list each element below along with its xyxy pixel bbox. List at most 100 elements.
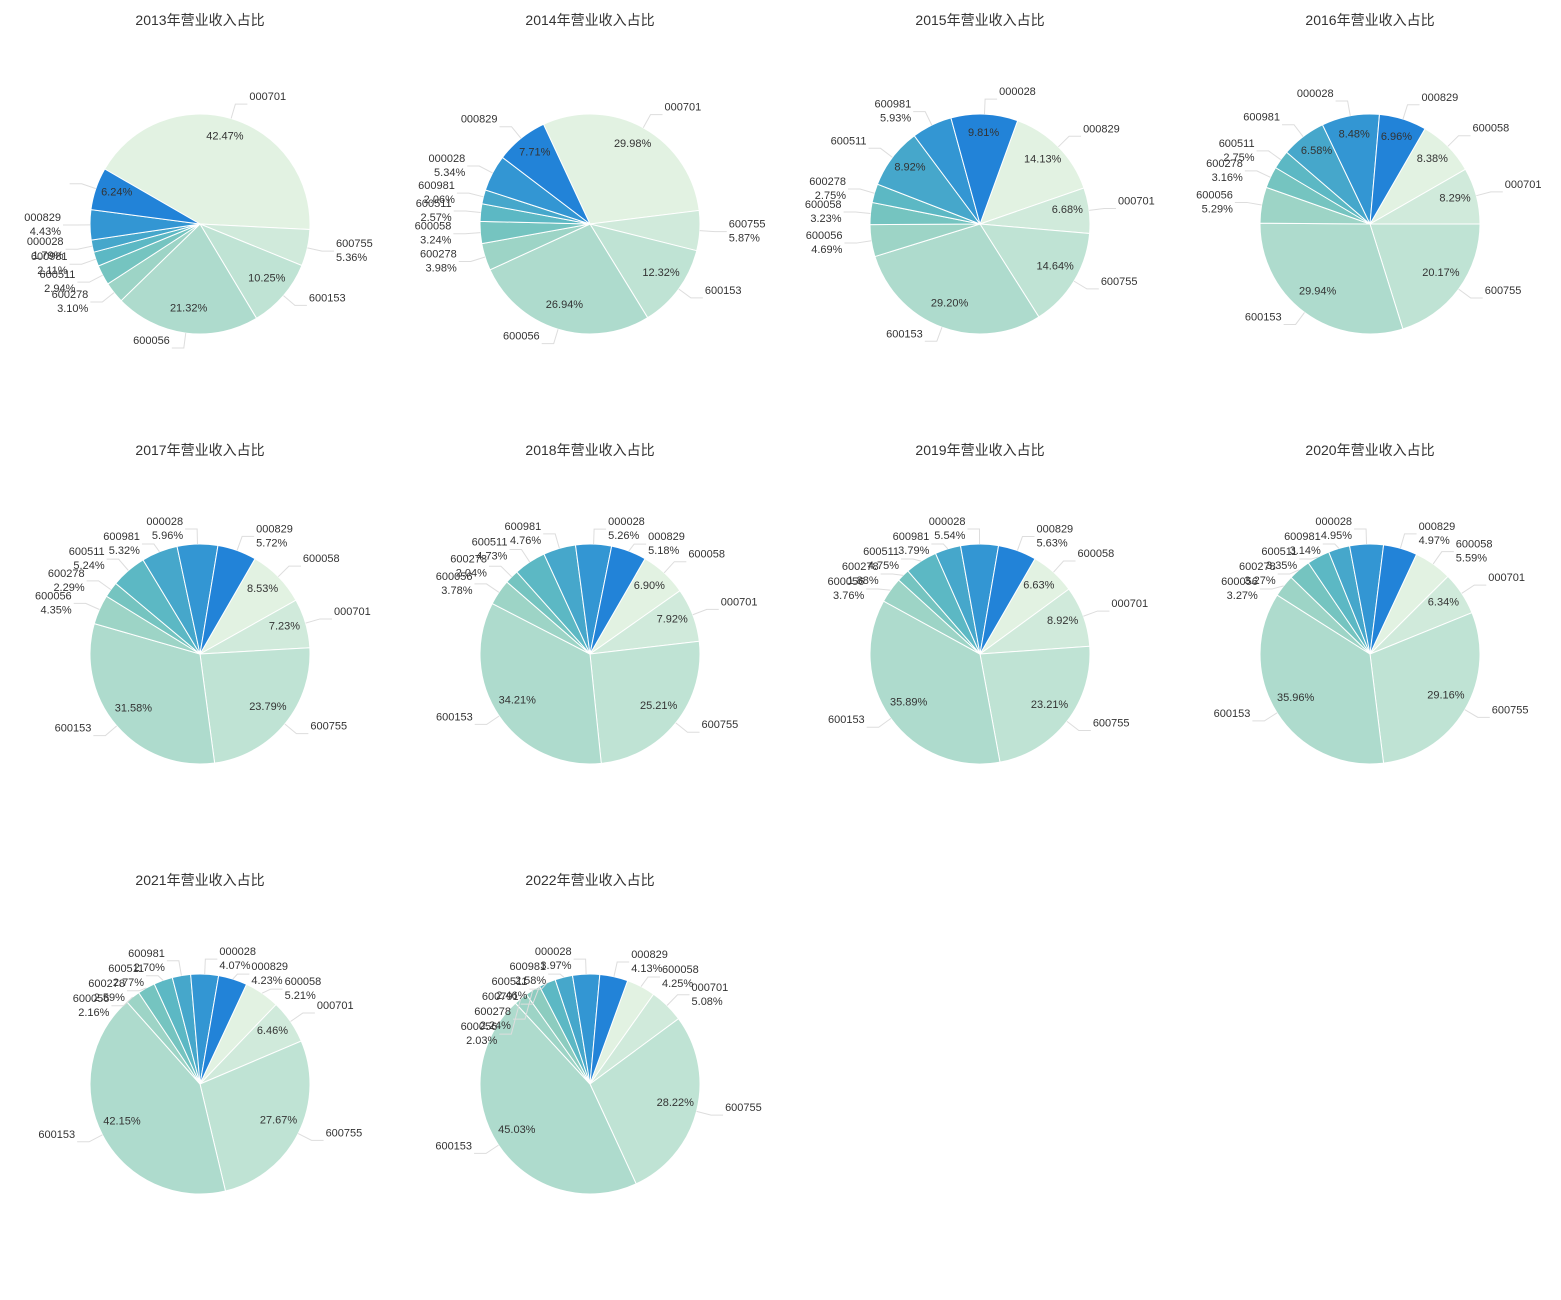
slice-code-label: 000701 bbox=[249, 91, 286, 103]
leader-line bbox=[1354, 529, 1366, 544]
pie-chart-2019: 2019年营业收入占比6000586.63%0007018.92%6007552… bbox=[790, 440, 1170, 860]
slice-code-label: 600153 bbox=[55, 723, 92, 735]
slice-pct-label: 4.23% bbox=[251, 975, 282, 987]
slice-code-label: 600981 bbox=[103, 531, 140, 543]
leader-line bbox=[984, 99, 997, 114]
slice-code-label: 600511 bbox=[831, 135, 867, 147]
leader-line bbox=[1058, 136, 1081, 147]
leader-line bbox=[931, 544, 947, 549]
slice-pct-label: 35.96% bbox=[1277, 692, 1315, 704]
slice-code-label: 000028 bbox=[1297, 88, 1334, 100]
leader-line bbox=[676, 723, 700, 732]
pie-wrap: 00082914.13%0007016.68%60075514.64%60015… bbox=[790, 34, 1170, 414]
slice-pct-label: 6.63% bbox=[1023, 580, 1054, 592]
leader-line bbox=[66, 246, 93, 249]
slice-pct-label: 2.16% bbox=[78, 1007, 109, 1019]
leader-line bbox=[167, 961, 182, 976]
leader-line bbox=[278, 566, 301, 577]
leader-line bbox=[233, 974, 249, 979]
slice-pct-label: 2.58% bbox=[515, 975, 546, 987]
slice-pct-label: 20.17% bbox=[1422, 267, 1460, 279]
slice-pct-label: 34.21% bbox=[499, 695, 537, 707]
leader-line bbox=[548, 974, 564, 977]
slice-pct-label: 3.24% bbox=[420, 235, 451, 247]
leader-line bbox=[306, 619, 332, 623]
slice-pct-label: 27.67% bbox=[260, 1115, 298, 1127]
slice-pct-label: 26.94% bbox=[546, 299, 584, 311]
slice-code-label: 000028 bbox=[219, 946, 256, 958]
leader-line bbox=[1245, 171, 1271, 177]
leader-line bbox=[142, 544, 160, 552]
slice-pct-label: 5.29% bbox=[1202, 203, 1233, 215]
slice-pct-label: 4.76% bbox=[510, 535, 541, 547]
slice-code-label: 000701 bbox=[692, 982, 729, 994]
pie-svg: 00082914.13%0007016.68%60075514.64%60015… bbox=[790, 34, 1170, 414]
leader-line bbox=[867, 718, 891, 727]
slice-code-label: 600153 bbox=[1245, 311, 1282, 323]
slice-code-label: 000829 bbox=[251, 961, 288, 973]
slice-pct-label: 2.06% bbox=[424, 194, 455, 206]
leader-line bbox=[1476, 192, 1502, 196]
slice-pct-label: 5.21% bbox=[285, 990, 316, 1002]
slice-code-label: 600056 bbox=[503, 331, 540, 343]
chart-title: 2013年营业收入占比 bbox=[10, 10, 390, 30]
slice-pct-label: 5.72% bbox=[256, 537, 287, 549]
slice-pct-label: 2.03% bbox=[466, 1035, 497, 1047]
pie-chart-2020: 2020年营业收入占比6000585.59%0007016.34%6007552… bbox=[1180, 440, 1560, 860]
slice-code-label: 000028 bbox=[999, 86, 1036, 98]
slice-code-label: 600153 bbox=[886, 328, 923, 340]
leader-line bbox=[901, 559, 921, 561]
slice-code-label: 600755 bbox=[1492, 704, 1529, 716]
pie-chart-2021: 2021年营业收入占比6000585.21%0007016.46%6007552… bbox=[10, 870, 390, 1290]
leader-line bbox=[700, 231, 727, 232]
slice-pct-label: 3.78% bbox=[441, 585, 472, 597]
leader-line bbox=[543, 534, 559, 548]
chart-title: 2015年营业收入占比 bbox=[790, 10, 1170, 30]
slice-pct-label: 5.63% bbox=[1036, 537, 1067, 549]
slice-pct-label: 45.03% bbox=[498, 1124, 536, 1136]
slice-pct-label: 3.23% bbox=[810, 213, 841, 225]
leader-line bbox=[667, 995, 690, 1006]
slice-pct-label: 7.71% bbox=[519, 146, 550, 158]
leader-line bbox=[848, 189, 874, 193]
leader-line bbox=[474, 584, 498, 592]
slice-pct-label: 4.95% bbox=[1321, 530, 1352, 542]
slice-pct-label: 29.20% bbox=[931, 298, 969, 310]
slice-code-label: 600058 bbox=[1456, 539, 1493, 551]
slice-code-label: 600755 bbox=[326, 1127, 363, 1139]
slice-code-label: 600153 bbox=[309, 292, 346, 304]
leader-line bbox=[1067, 721, 1091, 730]
leader-line bbox=[509, 549, 529, 562]
slice-code-label: 600058 bbox=[1473, 123, 1510, 135]
slice-code-label: 000028 bbox=[27, 236, 64, 248]
leader-line bbox=[298, 1134, 323, 1141]
slice-pct-label: 5.59% bbox=[1456, 553, 1487, 565]
slice-pct-label: 2.46% bbox=[496, 990, 527, 1002]
leader-line bbox=[1284, 312, 1305, 324]
slice-code-label: 600511 bbox=[472, 536, 508, 548]
slice-pct-label: 35.89% bbox=[890, 697, 928, 709]
slice-pct-label: 3.14% bbox=[1290, 545, 1321, 557]
leader-line bbox=[1400, 534, 1416, 548]
slice-code-label: 600755 bbox=[310, 721, 347, 733]
leader-line bbox=[489, 566, 512, 577]
leader-line bbox=[283, 296, 306, 306]
leader-line bbox=[70, 259, 96, 264]
pie-svg: 6000588.38%0007018.29%60075520.17%600153… bbox=[1180, 34, 1560, 414]
slice-pct-label: 25.21% bbox=[640, 700, 678, 712]
leader-line bbox=[90, 293, 114, 302]
slice-code-label: 000028 bbox=[535, 946, 572, 958]
leader-line bbox=[869, 148, 893, 157]
slice-code-label: 000829 bbox=[461, 114, 498, 126]
slice-code-label: 000829 bbox=[648, 531, 685, 543]
slice-pct-label: 2.94% bbox=[44, 283, 75, 295]
leader-line bbox=[454, 211, 481, 213]
slice-pct-label: 4.25% bbox=[662, 978, 693, 990]
leader-line bbox=[262, 989, 282, 993]
slice-pct-label: 7.92% bbox=[657, 614, 688, 626]
slice-code-label: 600755 bbox=[1101, 276, 1138, 288]
slice-code-label: 600278 bbox=[474, 1006, 511, 1018]
slice-pct-label: 2.57% bbox=[420, 212, 451, 224]
slice-code-label: 000701 bbox=[334, 606, 371, 618]
slice-pct-label: 14.64% bbox=[1037, 261, 1075, 273]
